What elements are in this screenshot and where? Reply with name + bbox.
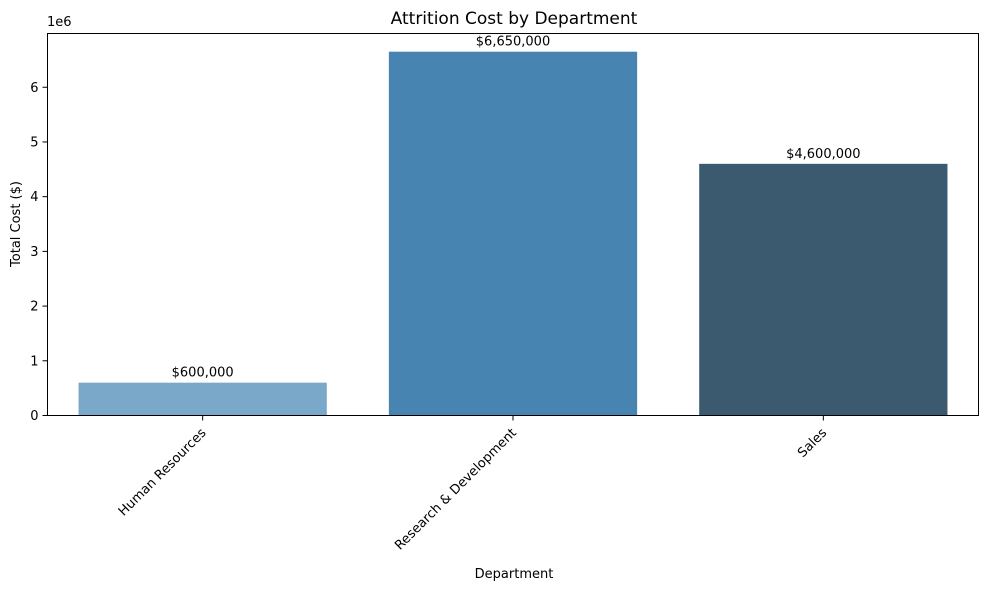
x-axis-label: Department [475, 567, 554, 582]
y-tick-label: 5 [30, 135, 38, 150]
y-tick-label: 0 [30, 409, 38, 424]
y-axis-ticks: 0 1 2 3 4 5 6 [30, 81, 48, 424]
x-tick-label: Sales [795, 426, 830, 461]
bar-value-label: $600,000 [172, 366, 234, 381]
x-tick-label: Research & Development [392, 426, 520, 554]
y-tick-label: 1 [30, 354, 38, 369]
chart-title: Attrition Cost by Department [391, 9, 638, 29]
plot-frame [47, 33, 979, 416]
y-tick-label: 2 [30, 300, 38, 315]
bar [699, 163, 948, 416]
bar [388, 51, 638, 416]
x-axis-ticks: Human Resources Research & Development Sal… [116, 415, 830, 554]
bar [78, 382, 327, 416]
y-tick-label: 6 [30, 81, 38, 96]
y-tick-label: 3 [30, 245, 38, 260]
bars-group: $600,000 $6,650,000 $4,600,000 [78, 35, 948, 416]
y-tick-label: 4 [30, 190, 38, 205]
bar-value-label: $4,600,000 [786, 147, 860, 162]
y-axis-label: Total Cost ($) [9, 181, 24, 268]
y-offset-label: 1e6 [47, 15, 72, 30]
x-tick-label: Human Resources [116, 426, 210, 520]
bar-value-label: $6,650,000 [476, 35, 550, 50]
